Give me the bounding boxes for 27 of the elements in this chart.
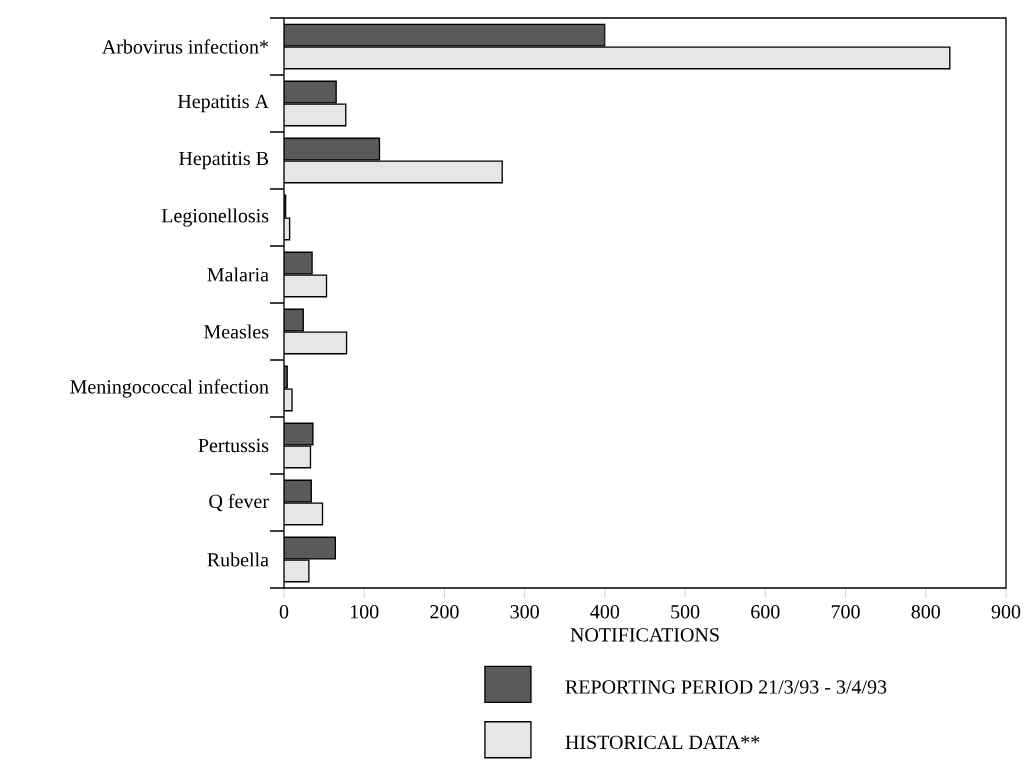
x-tick-label: 200 bbox=[430, 604, 459, 619]
y-tick-label: Hepatitis B bbox=[179, 151, 269, 170]
y-tick-label: Legionellosis bbox=[161, 208, 269, 227]
x-tick-label: 500 bbox=[671, 604, 700, 619]
x-tick-label: 800 bbox=[911, 604, 940, 619]
x-tick-label: 0 bbox=[279, 604, 289, 619]
bar bbox=[284, 331, 348, 355]
x-tick-label: 700 bbox=[831, 604, 860, 619]
x-tick-label: 400 bbox=[590, 604, 620, 619]
y-tick-label: Pertussis bbox=[198, 438, 269, 453]
legend-label: HISTORICAL DATA** bbox=[565, 735, 760, 750]
x-tick-label: 100 bbox=[350, 604, 379, 619]
y-tick-label: Hepatitis A bbox=[177, 94, 269, 113]
y-tick-label: Malaria bbox=[207, 267, 269, 282]
y-tick-label: Measles bbox=[204, 324, 269, 339]
bar bbox=[284, 160, 503, 184]
x-axis-title: NOTIFICATIONS bbox=[570, 628, 719, 642]
x-tick-label: 900 bbox=[991, 604, 1021, 619]
y-tick-label: Q fever bbox=[209, 493, 269, 512]
bar bbox=[284, 46, 951, 70]
y-tick-label: Rubella bbox=[207, 552, 269, 567]
bar bbox=[284, 103, 347, 127]
x-tick-label: 600 bbox=[751, 604, 780, 619]
y-tick-label: Arbovirus infection* bbox=[102, 39, 269, 54]
y-tick-label: Meningococcal infection bbox=[70, 379, 269, 398]
x-tick-label: 300 bbox=[510, 604, 539, 619]
legend-label: REPORTING PERIOD 21/3/93 - 3/4/93 bbox=[565, 680, 887, 694]
